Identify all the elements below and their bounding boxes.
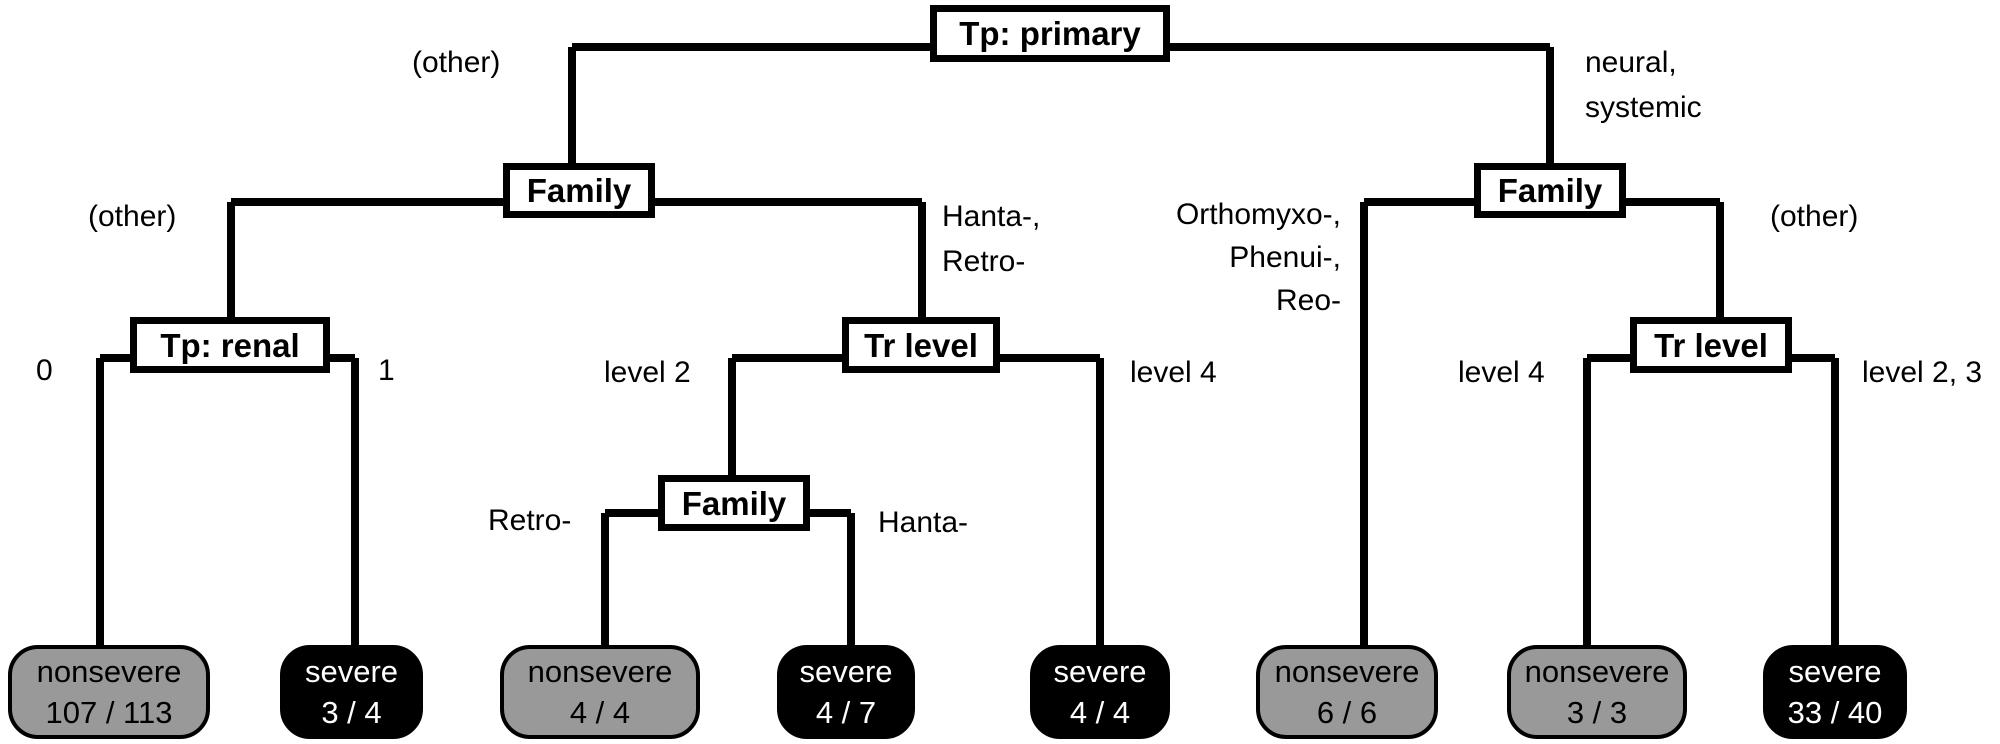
edge-label-line: Retro- <box>942 245 1026 278</box>
leaf-nonsevere-6-6: nonsevere 6 / 6 <box>1256 645 1438 739</box>
edge-label-family-right-right: (other) <box>1770 200 1859 233</box>
leaf-count: 4 / 4 <box>1069 695 1131 730</box>
edge-label-family-right-left: Orthomyxo-, Phenui-, Reo- <box>1125 194 1341 323</box>
node-tp-renal: Tp: renal <box>130 317 330 373</box>
node-family-mid: Family <box>658 475 810 531</box>
leaf-class-label: nonsevere <box>36 653 182 689</box>
edge-label-line: neural, <box>1585 46 1677 79</box>
leaf-class-label: nonsevere <box>1274 653 1420 689</box>
leaf-count: 33 / 40 <box>1787 695 1883 730</box>
edge-label-tr-mid-right: level 4 <box>1130 356 1217 389</box>
node-family-left: Family <box>503 163 655 218</box>
edge-label-tr-right-left: level 4 <box>1458 356 1545 389</box>
leaf-severe-33-40: severe 33 / 40 <box>1763 645 1907 739</box>
edge-label-line: Hanta-, <box>942 200 1041 233</box>
leaf-severe-4-7: severe 4 / 7 <box>777 645 915 739</box>
leaf-count: 3 / 3 <box>1566 695 1628 730</box>
leaf-class-label: severe <box>1788 653 1882 689</box>
leaf-class-label: severe <box>1053 653 1147 689</box>
edge-label-family-mid-left: Retro- <box>488 504 572 537</box>
edge-label-tr-mid-left: level 2 <box>604 356 691 389</box>
leaf-class-label: nonsevere <box>527 653 673 689</box>
leaf-nonsevere-3-3: nonsevere 3 / 3 <box>1507 645 1687 739</box>
leaf-severe-4-4: severe 4 / 4 <box>1030 645 1170 739</box>
edge-label-line: Phenui-, <box>1229 240 1341 274</box>
edge-label-line: Reo- <box>1275 283 1341 317</box>
node-tp-primary: Tp: primary <box>930 5 1170 62</box>
node-tr-level-right: Tr level <box>1630 317 1792 373</box>
leaf-class-label: nonsevere <box>1524 653 1670 689</box>
leaf-count: 107 / 113 <box>45 695 173 730</box>
edge-label-tr-right-right: level 2, 3 <box>1862 356 1983 389</box>
edge-label-line: Orthomyxo-, <box>1175 198 1341 231</box>
edge-label-tp-renal-left: 0 <box>36 354 53 387</box>
leaf-count: 3 / 4 <box>321 695 382 730</box>
leaf-class-label: severe <box>799 653 893 689</box>
edge-label-root-left: (other) <box>412 46 501 79</box>
leaf-count: 6 / 6 <box>1316 695 1378 730</box>
leaf-class-label: severe <box>304 653 399 689</box>
leaf-nonsevere-107-113: nonsevere 107 / 113 <box>8 645 210 739</box>
leaf-count: 4 / 7 <box>815 695 877 730</box>
edge-label-family-left-left: (other) <box>88 200 177 233</box>
leaf-count: 4 / 4 <box>569 695 631 730</box>
node-tr-level-mid: Tr level <box>842 317 1000 373</box>
node-family-right: Family <box>1474 163 1626 218</box>
edge-label-line: systemic <box>1585 91 1702 124</box>
edge-label-root-right: neural, systemic <box>1585 40 1702 130</box>
edge-label-family-left-right: Hanta-, Retro- <box>942 194 1040 284</box>
leaf-severe-3-4: severe 3 / 4 <box>280 645 423 739</box>
leaf-nonsevere-4-4: nonsevere 4 / 4 <box>500 645 700 739</box>
edge-label-family-mid-right: Hanta- <box>878 506 969 539</box>
edge-label-tp-renal-right: 1 <box>378 354 395 387</box>
